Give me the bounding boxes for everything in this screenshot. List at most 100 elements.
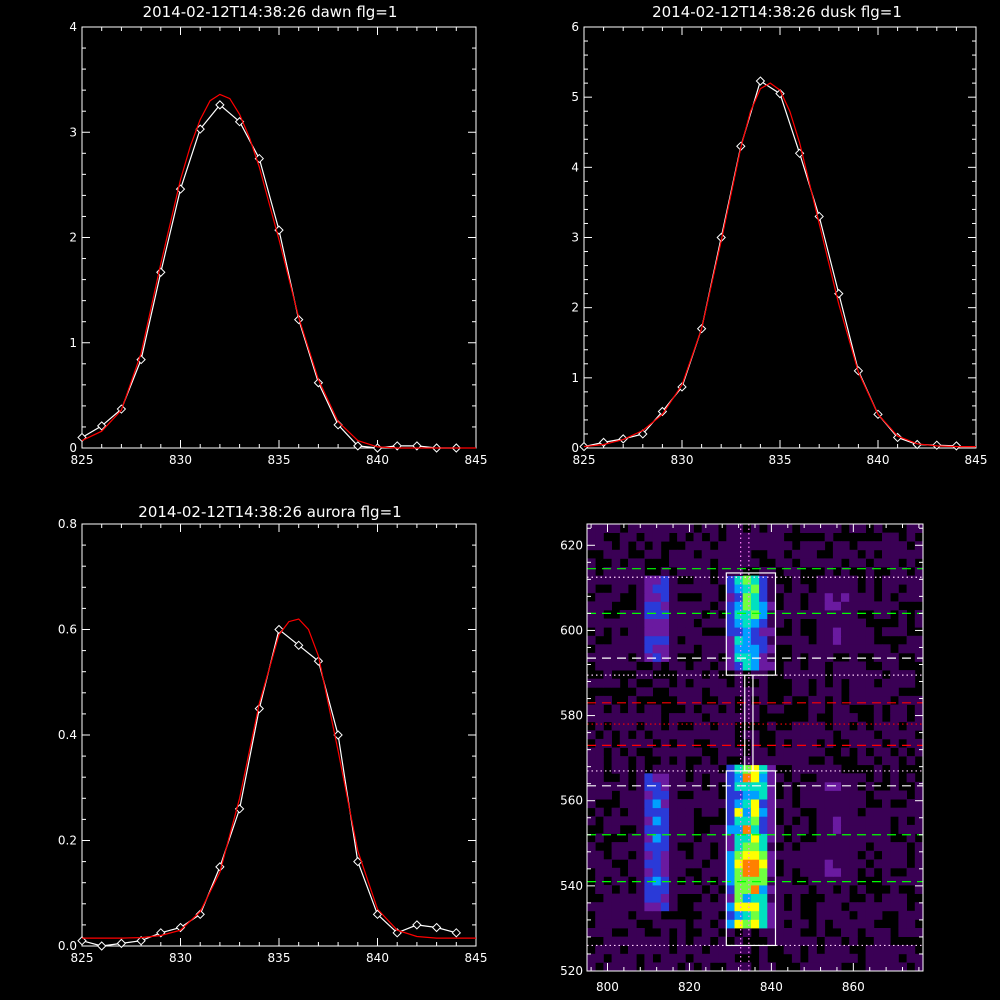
heatmap-cell xyxy=(882,893,891,903)
heatmap-cell xyxy=(783,807,793,817)
data-point-marker xyxy=(293,314,304,325)
heatmap-cell xyxy=(652,910,662,920)
y-tick-label: 1 xyxy=(69,336,77,350)
heatmap-cell xyxy=(882,695,891,705)
heatmap-cell xyxy=(685,824,694,834)
heatmap-cell xyxy=(824,644,834,654)
heatmap-cell xyxy=(611,678,621,688)
y-tick-label: 3 xyxy=(571,231,579,245)
heatmap-cell xyxy=(857,721,866,731)
heatmap-cell xyxy=(652,627,662,637)
heatmap-cell xyxy=(669,773,678,783)
heatmap-cell xyxy=(783,790,793,800)
heatmap-cell xyxy=(726,618,735,628)
heatmap-cell xyxy=(857,558,866,568)
heatmap-cell xyxy=(824,833,834,843)
heatmap-cell xyxy=(718,850,727,860)
heatmap-cell xyxy=(701,953,711,963)
heatmap-cell xyxy=(669,627,678,637)
heatmap-cell xyxy=(718,824,727,834)
heatmap-cell xyxy=(652,833,662,843)
heatmap-cell xyxy=(882,962,891,972)
heatmap-cell xyxy=(660,524,670,533)
heatmap-cell xyxy=(587,524,596,533)
heatmap-cell xyxy=(726,524,735,533)
heatmap-cell xyxy=(734,575,744,585)
heatmap-cell xyxy=(628,524,637,533)
heatmap-cell xyxy=(759,850,768,860)
heatmap-cell xyxy=(832,893,842,903)
heatmap-cell xyxy=(726,738,735,748)
heatmap-cell xyxy=(898,876,907,886)
heatmap-cell xyxy=(742,687,752,697)
heatmap-cell xyxy=(750,713,760,723)
heatmap-cell xyxy=(882,575,891,585)
heatmap-cell xyxy=(775,610,785,619)
heatmap-cell xyxy=(644,885,653,894)
heatmap-cell xyxy=(726,859,735,869)
heatmap-cell xyxy=(865,575,875,585)
heatmap-cell xyxy=(742,627,752,637)
heatmap-cell xyxy=(808,704,817,714)
heatmap-cell xyxy=(660,567,670,576)
heatmap-cell xyxy=(718,876,727,886)
heatmap-cell xyxy=(701,704,711,714)
heatmap-cell xyxy=(734,764,744,774)
heatmap-cell xyxy=(865,567,875,576)
heatmap-cell xyxy=(767,807,776,817)
heatmap-cell xyxy=(857,799,866,809)
heatmap-cell xyxy=(816,592,826,602)
heatmap-cell xyxy=(775,773,785,783)
heatmap-cell xyxy=(824,850,834,860)
heatmap-cell xyxy=(595,618,604,628)
heatmap-cell xyxy=(824,627,834,637)
heatmap-cell xyxy=(857,790,866,800)
heatmap-cell xyxy=(742,945,752,955)
heatmap-cell xyxy=(857,738,866,748)
heatmap-cell xyxy=(595,721,604,731)
heatmap-cell xyxy=(709,738,719,748)
heatmap-cell xyxy=(775,824,785,834)
heatmap-cell xyxy=(693,670,703,680)
heatmap-cell xyxy=(742,833,752,843)
heatmap-cell xyxy=(791,567,801,576)
heatmap-cell xyxy=(628,799,637,809)
heatmap-cell xyxy=(587,842,596,852)
heatmap-cell xyxy=(914,549,924,559)
heatmap-cell xyxy=(734,850,744,860)
heatmap-cell xyxy=(734,592,744,602)
heatmap-cell xyxy=(669,962,678,972)
heatmap-cell xyxy=(734,635,744,645)
heatmap-cell xyxy=(685,859,694,869)
heatmap-cell xyxy=(800,558,809,568)
x-tick-label: 840 xyxy=(366,951,389,965)
heatmap-cell xyxy=(595,678,604,688)
heatmap-cell xyxy=(726,695,735,705)
heatmap-cell xyxy=(619,575,629,585)
heatmap-cell xyxy=(652,781,662,791)
heatmap-cell xyxy=(783,859,793,869)
heatmap-cell xyxy=(857,635,866,645)
heatmap-cell xyxy=(734,910,744,920)
heatmap-cell xyxy=(734,713,744,723)
heatmap-cell xyxy=(906,532,916,542)
heatmap-cell xyxy=(890,902,899,912)
heatmap-cell xyxy=(750,584,760,594)
heatmap-cell xyxy=(898,824,907,834)
heatmap-cell xyxy=(636,601,645,611)
heatmap-cell xyxy=(660,610,670,619)
heatmap-cell xyxy=(587,601,596,611)
heatmap-cell xyxy=(628,928,637,937)
heatmap-cell xyxy=(865,807,875,817)
heatmap-cell xyxy=(595,601,604,611)
heatmap-cell xyxy=(734,859,744,869)
heatmap-cell xyxy=(791,618,801,628)
heatmap-cell xyxy=(619,885,629,894)
heatmap-cell xyxy=(709,799,719,809)
heatmap-cell xyxy=(660,652,670,662)
heatmap-cell xyxy=(914,610,924,619)
y-tick-label: 4 xyxy=(69,20,77,34)
heatmap-cell xyxy=(906,833,916,843)
heatmap-cell xyxy=(669,524,678,533)
heatmap-cell xyxy=(824,687,834,697)
